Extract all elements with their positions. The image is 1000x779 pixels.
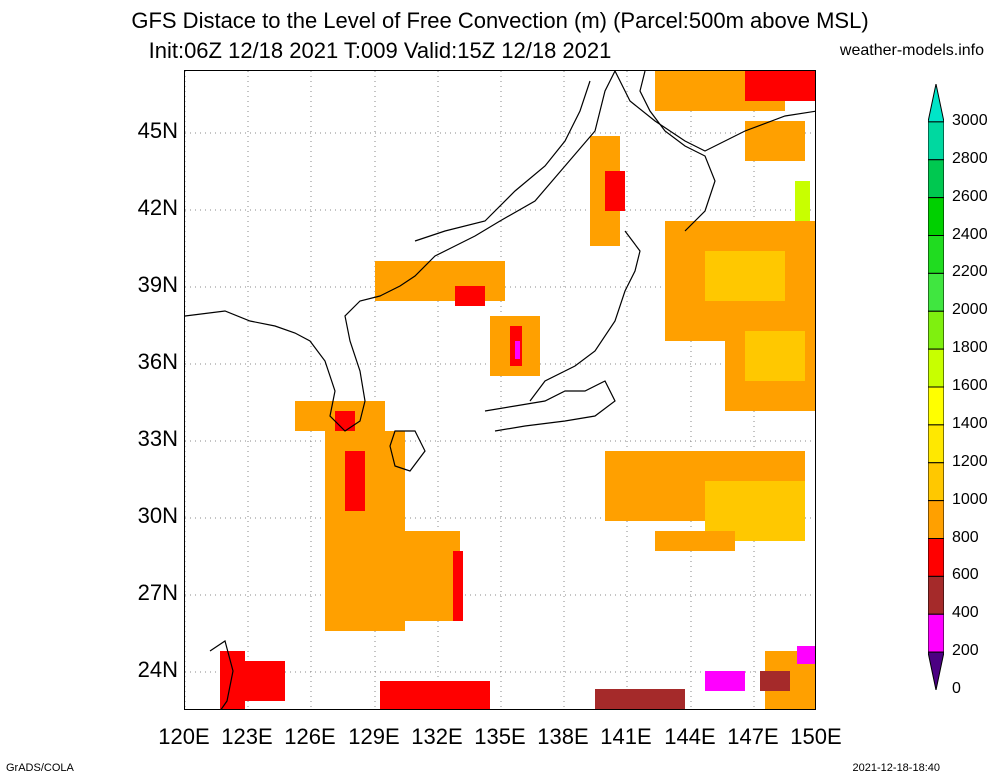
- lon-label: 123E: [221, 724, 273, 749]
- colorbar-swatch: [928, 272, 944, 312]
- colorbar-tick-label: 1400: [952, 414, 988, 432]
- lon-label: 132E: [411, 724, 463, 749]
- lat-label: 36N: [137, 349, 178, 374]
- footer-left-label: GrADS/COLA: [6, 762, 74, 774]
- lon-label: 126E: [284, 724, 336, 749]
- colorbar-swatch: [928, 235, 944, 274]
- lfc-field: [220, 71, 815, 709]
- credit-label: weather-models.info: [839, 42, 984, 59]
- colorbar-tick-label: 0: [952, 680, 961, 697]
- colorbar-tick-label: 1000: [952, 490, 988, 508]
- colorbar-swatch: [928, 462, 944, 502]
- coastline: [185, 71, 815, 709]
- colorbar-swatch: [928, 386, 944, 426]
- lat-label: 33N: [137, 426, 178, 451]
- colorbar-swatch: [928, 310, 944, 350]
- colorbar-tick-label: 3000: [952, 111, 988, 129]
- colorbar-tick-label: 200: [952, 642, 979, 660]
- colorbar-tick-label: 2600: [952, 187, 988, 205]
- lon-label: 129E: [348, 724, 400, 749]
- lon-label: 144E: [664, 724, 716, 749]
- colorbar-swatch: [928, 538, 944, 577]
- colorbar-swatch: [928, 424, 944, 464]
- footer-right-label: 2021-12-18-18:40: [852, 762, 940, 774]
- colorbar-tick-label: 1200: [952, 452, 988, 470]
- lat-label: 45N: [137, 118, 178, 143]
- colorbar-swatch: [928, 121, 944, 161]
- colorbar-tick-label: 2000: [952, 301, 988, 319]
- lat-label: 42N: [137, 195, 178, 220]
- lat-label: 24N: [137, 657, 178, 682]
- colorbar-swatch: [928, 197, 944, 236]
- lon-label: 147E: [727, 724, 779, 749]
- colorbar-tick-label: 2400: [952, 225, 988, 243]
- colorbar-tick-label: 1600: [952, 377, 988, 394]
- colorbar-tick-label: 800: [952, 528, 979, 546]
- lon-label: 135E: [474, 724, 526, 749]
- lat-label: 39N: [137, 272, 178, 297]
- lon-label: 141E: [600, 724, 652, 749]
- colorbar-swatch: [928, 84, 944, 123]
- map-canvas: [185, 71, 815, 709]
- chart-title: GFS Distace to the Level of Free Convect…: [131, 8, 869, 33]
- colorbar: [928, 84, 944, 690]
- colorbar-swatch: [928, 500, 944, 539]
- colorbar-tick-label: 600: [952, 566, 979, 584]
- colorbar-tick-label: 2800: [952, 149, 988, 167]
- colorbar-tick-label: 2200: [952, 263, 988, 281]
- map-panel: [184, 70, 816, 710]
- lon-label: 120E: [158, 724, 210, 749]
- lat-label: 27N: [137, 580, 178, 605]
- colorbar-swatch: [928, 651, 944, 690]
- colorbar-tick-label: 1800: [952, 339, 988, 357]
- colorbar-swatch: [928, 613, 944, 653]
- chart-subtitle: Init:06Z 12/18 2021 T:009 Valid:15Z 12/1…: [148, 38, 612, 63]
- colorbar-swatch: [928, 575, 944, 615]
- lat-label: 30N: [137, 503, 178, 528]
- lon-label: 150E: [790, 724, 842, 749]
- colorbar-swatch: [928, 159, 944, 199]
- lon-label: 138E: [537, 724, 589, 749]
- colorbar-swatch: [928, 348, 944, 388]
- colorbar-tick-label: 400: [952, 604, 979, 622]
